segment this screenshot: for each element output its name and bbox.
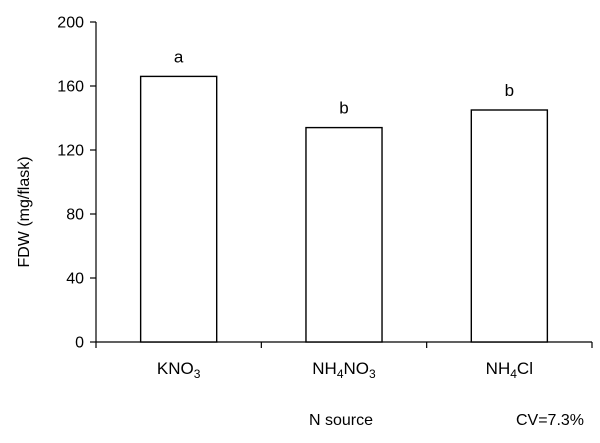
y-tick-label: 120 <box>57 143 84 160</box>
significance-labels: a b b <box>174 47 514 117</box>
bars <box>139 75 549 343</box>
y-tick-label: 40 <box>66 271 84 288</box>
y-tick-label: 0 <box>75 335 84 352</box>
bar <box>139 75 218 343</box>
x-tick-label: NH4NO3 <box>312 359 376 381</box>
y-axis-title: FDW (mg/flask) <box>16 156 33 267</box>
bar <box>470 109 549 343</box>
y-tick-label: 160 <box>57 79 84 96</box>
significance-letter: b <box>505 81 514 100</box>
x-tick-label: NH4Cl <box>486 359 533 381</box>
x-tick-label: KNO3 <box>157 359 201 381</box>
significance-letter: a <box>174 47 184 66</box>
significance-letter: b <box>339 99 348 118</box>
cv-annotation: CV=7.3% <box>516 412 584 429</box>
x-axis-title: N source <box>309 412 373 429</box>
x-axis <box>95 341 593 348</box>
y-axis: 0 40 80 120 160 200 <box>57 15 97 352</box>
bar <box>305 126 383 343</box>
y-tick-label: 200 <box>57 15 84 32</box>
category-labels: KNO3 NH4NO3 NH4Cl <box>157 359 533 381</box>
y-tick-label: 80 <box>66 207 84 224</box>
